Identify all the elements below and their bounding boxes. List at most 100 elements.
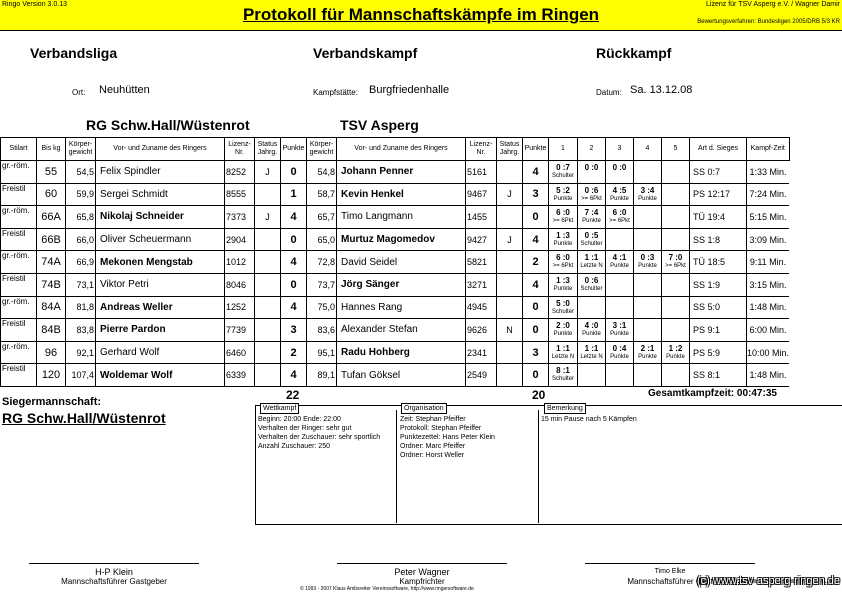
license-home-cell: 8252 [224, 160, 255, 184]
bodyweight-home-cell: 107,4 [65, 363, 96, 387]
bout-time-cell: 1:48 Min. [746, 363, 790, 387]
wrestler-away-name: Radu Hohberg [336, 340, 466, 365]
victory-type-cell: SS 5:0 [689, 295, 747, 320]
round-score: 2 :0 [556, 321, 570, 331]
wrestler-away-name: Kevin Henkel [336, 182, 466, 207]
style-cell: gr.-röm. [0, 340, 37, 365]
round-1-cell: 2 :0 Punkte [548, 318, 578, 342]
bodyweight-home-cell: 81,8 [65, 295, 96, 320]
bodyweight-home-cell: 73,1 [65, 272, 96, 297]
round-note: Punkte [610, 263, 629, 270]
bout-time-cell: 3:09 Min. [746, 227, 790, 252]
wrestler-home-name: Gerhard Wolf [95, 340, 225, 365]
wrestler-home-name: Viktor Petri [95, 272, 225, 297]
col-header-license-home: Lizenz-Nr. [224, 137, 255, 161]
signature-referee: Peter Wagner Kampfrichter [337, 567, 507, 587]
round-score: 1 :1 [556, 343, 570, 353]
table-header-row: Stilart Bis kg Körper-gewicht Vor- und Z… [0, 137, 825, 161]
round-5-cell [661, 227, 690, 252]
victory-type-cell: SS 1:8 [689, 227, 747, 252]
bout-time-cell: 9:11 Min. [746, 250, 790, 274]
status-home-cell [254, 182, 281, 207]
victory-type-cell: PS 9:1 [689, 318, 747, 342]
bout-row: gr.-röm. 74A 66,9 Mekonen Mengstab 1012 4 72,8… [0, 250, 825, 274]
points-home-cell: 4 [280, 295, 307, 320]
competition-box-label: Wettkampf [260, 403, 300, 414]
round-2-cell: 0 :5 Schulter [577, 227, 606, 252]
round-note: Schulter [551, 308, 574, 315]
signature-away-role: Mannschaftsführer Gast [627, 577, 713, 586]
col-header-name-away: Vor- und Zuname des Ringers [336, 137, 466, 161]
round-4-cell: 0 :3 Punkte [633, 250, 662, 274]
date-value: Sa. 13.12.08 [630, 84, 693, 96]
weight-class-cell: 55 [36, 160, 66, 184]
bodyweight-home-cell: 54,5 [65, 160, 96, 184]
bout-time-cell: 6:00 Min. [746, 318, 790, 342]
status-home-cell [254, 227, 281, 252]
copyright-footer: © 1993 - 2007 Klaus Ambsreiter Vereinsso… [300, 586, 474, 592]
bodyweight-away-cell: 95,1 [306, 340, 337, 365]
round-2-cell: 1 :1 Letzte N [577, 250, 606, 274]
wrestler-home-name: Pierre Pardon [95, 318, 225, 342]
round-note: Punkte [553, 195, 573, 202]
style-cell: Freistil [0, 227, 37, 252]
status-away-cell: J [496, 227, 523, 252]
winner-team: RG Schw.Hall/Wüstenrot [2, 410, 166, 426]
status-home-cell [254, 295, 281, 320]
col-header-victory-type: Art d. Sieges [689, 137, 747, 161]
bouts-table: Stilart Bis kg Körper-gewicht Vor- und Z… [0, 137, 825, 387]
round-note: Punkte [638, 263, 657, 270]
license-home-cell: 1252 [224, 295, 255, 320]
round-1-cell: 5 :0 Schulter [548, 295, 578, 320]
wrestler-home-name: Andreas Weller [95, 295, 225, 320]
round-score: 6 :0 [556, 253, 570, 263]
weight-class-cell: 60 [36, 182, 66, 207]
license-home-cell: 1012 [224, 250, 255, 274]
round-4-cell: 3 :4 Punkte [633, 182, 662, 207]
round-5-cell [661, 318, 690, 342]
round-4-cell [633, 318, 662, 342]
round-5-cell [661, 205, 690, 229]
away-total-points: 20 [532, 388, 546, 402]
victory-type-cell: TÜ 19:4 [689, 205, 747, 229]
row-spacer [789, 251, 824, 274]
signature-home-role: Mannschaftsführer Gastgeber [61, 577, 167, 586]
col-header-points-home: Punkte [280, 137, 307, 161]
home-total-points: 22 [286, 388, 300, 402]
points-home-cell: 0 [280, 227, 307, 252]
round-1-cell: 5 :2 Punkte [548, 182, 578, 207]
venue-value: Burgfriedenhalle [369, 84, 450, 96]
col-header-status-away: Status Jahrg. [496, 137, 523, 161]
license-away-cell: 1455 [465, 205, 497, 229]
weight-class-cell: 74B [36, 272, 66, 297]
round-score: 8 :1 [556, 366, 570, 376]
round-score: 0 :6 [584, 185, 599, 195]
round-score: 0 :3 [640, 253, 655, 263]
wrestler-away-name: Timo Langmann [336, 205, 466, 229]
wrestler-away-name: Murtuz Magomedov [336, 227, 466, 252]
round-1-cell: 1 :3 Punkte [548, 227, 578, 252]
round-4-cell [633, 205, 662, 229]
bout-time-cell: 10:00 Min. [746, 340, 790, 365]
winner-label: Siegermannschaft: [2, 396, 102, 408]
round-3-cell: 3 :1 Punkte [605, 318, 634, 342]
round-score: 0 :0 [584, 163, 599, 172]
round-score: 0 :7 [556, 163, 570, 172]
round-score: 1 :1 [584, 253, 599, 263]
round-1-cell: 0 :7 Schulter [548, 160, 578, 184]
bodyweight-home-cell: 66,9 [65, 250, 96, 274]
round-note: Punkte [553, 331, 573, 338]
points-away-cell: 3 [522, 182, 549, 207]
license-text: Lizenz für TSV Asperg e.V. / Wagner Dami… [706, 1, 840, 8]
weight-class-cell: 96 [36, 340, 66, 365]
signature-away: Timo Elke Mannschaftsführer Gast [585, 567, 755, 587]
bout-row: Freistil 60 59,9 Sergei Schmidt 8555 1 58,7 Kev… [0, 182, 825, 207]
signature-home: H-P Klein Mannschaftsführer Gastgeber [29, 567, 199, 587]
round-2-cell: 1 :1 Letzte N [577, 340, 606, 365]
col-header-weight-class: Bis kg [36, 137, 66, 161]
col-header-name-home: Vor- und Zuname des Ringers [95, 137, 225, 161]
round-4-cell [633, 295, 662, 320]
version-text: Ringo Version 3.0.13 [2, 1, 67, 8]
col-header-points-away: Punkte [522, 137, 549, 161]
round-note: Punkte [638, 353, 657, 360]
